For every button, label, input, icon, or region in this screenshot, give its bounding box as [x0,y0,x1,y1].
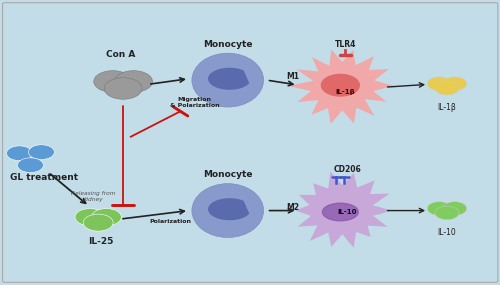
Polygon shape [296,172,392,248]
Text: GL treatment: GL treatment [10,173,78,182]
Text: IL-10: IL-10 [338,209,357,215]
Text: IL-10: IL-10 [438,228,456,237]
Text: IL-25: IL-25 [88,237,114,246]
Circle shape [322,74,360,96]
Circle shape [92,209,122,226]
Polygon shape [208,68,250,90]
Text: M2: M2 [286,203,299,212]
Circle shape [443,202,466,215]
Circle shape [428,202,451,215]
Circle shape [75,209,105,226]
Circle shape [428,77,451,91]
Text: IL-1β: IL-1β [335,89,354,95]
Circle shape [435,81,459,95]
Circle shape [84,214,113,231]
Ellipse shape [192,53,264,107]
Polygon shape [208,198,250,220]
Ellipse shape [322,203,358,221]
Polygon shape [288,49,394,124]
Text: Monocyte: Monocyte [203,170,252,179]
Circle shape [18,158,44,172]
Text: Monocyte: Monocyte [203,40,252,49]
Text: IL-1β: IL-1β [438,103,456,112]
Text: Con A: Con A [106,50,136,59]
Text: CD206: CD206 [334,165,361,174]
Circle shape [6,146,32,161]
Text: Migration
& Polarization: Migration & Polarization [170,97,219,108]
Circle shape [28,145,54,160]
Circle shape [104,78,142,99]
Circle shape [94,71,132,92]
Circle shape [435,206,459,220]
Text: Releasing from
kidney: Releasing from kidney [71,191,116,202]
Circle shape [443,77,466,91]
Ellipse shape [192,184,264,237]
Text: TLR4: TLR4 [334,40,356,49]
Circle shape [114,71,152,92]
Text: M1: M1 [286,72,299,81]
Text: Polarization: Polarization [150,219,192,224]
